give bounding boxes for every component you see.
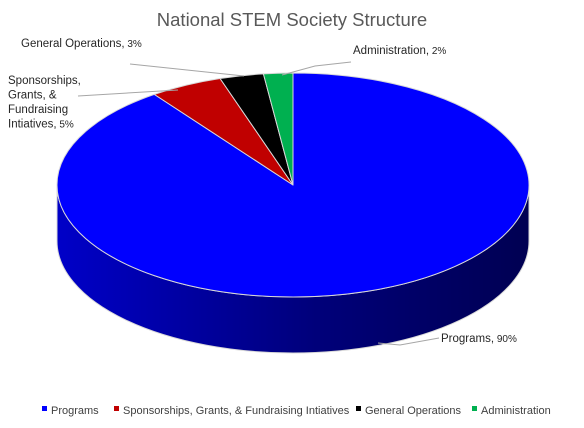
data-label-sponsorships-grants-fundraising-intiatives: Sponsorships, Grants, & Fundraising Intiati… — [8, 75, 81, 131]
leader-line-programs — [377, 337, 440, 346]
data-label-administration: Administration, 2% — [353, 45, 446, 57]
data-labels: Programs, 90% Sponsorships, Grants, & Fundr… — [8, 38, 517, 346]
legend-item-administration: Administration — [472, 405, 551, 417]
legend-swatch — [356, 406, 361, 411]
legend-swatch — [114, 406, 119, 411]
data-label-general-operations: General Operations, 3% — [21, 38, 142, 50]
legend-swatch — [42, 406, 47, 411]
legend-label: Sponsorships, Grants, & Fundraising Inti… — [123, 405, 350, 417]
pie-plot-area — [56, 72, 530, 354]
legend: Programs Sponsorships, Grants, & Fundrais… — [42, 405, 551, 417]
leader-line-administration — [281, 61, 352, 76]
legend-label: General Operations — [365, 405, 461, 417]
legend-label: Administration — [481, 405, 551, 417]
legend-item-programs: Programs — [42, 405, 99, 417]
chart-title: National STEM Society Structure — [157, 9, 427, 30]
pie-slice-administration — [262, 72, 294, 186]
legend-item-general-operations: General Operations — [356, 405, 461, 417]
legend-item-sponsorships-grants-fundraising-intiatives: Sponsorships, Grants, & Fundraising Inti… — [114, 405, 350, 417]
data-label-programs: Programs, 90% — [441, 333, 517, 345]
legend-label: Programs — [51, 405, 99, 417]
legend-swatch — [472, 406, 477, 411]
leader-line-general-operations — [129, 63, 245, 77]
leader-line-sponsorships-grants-fundraising-intiatives — [77, 89, 179, 97]
